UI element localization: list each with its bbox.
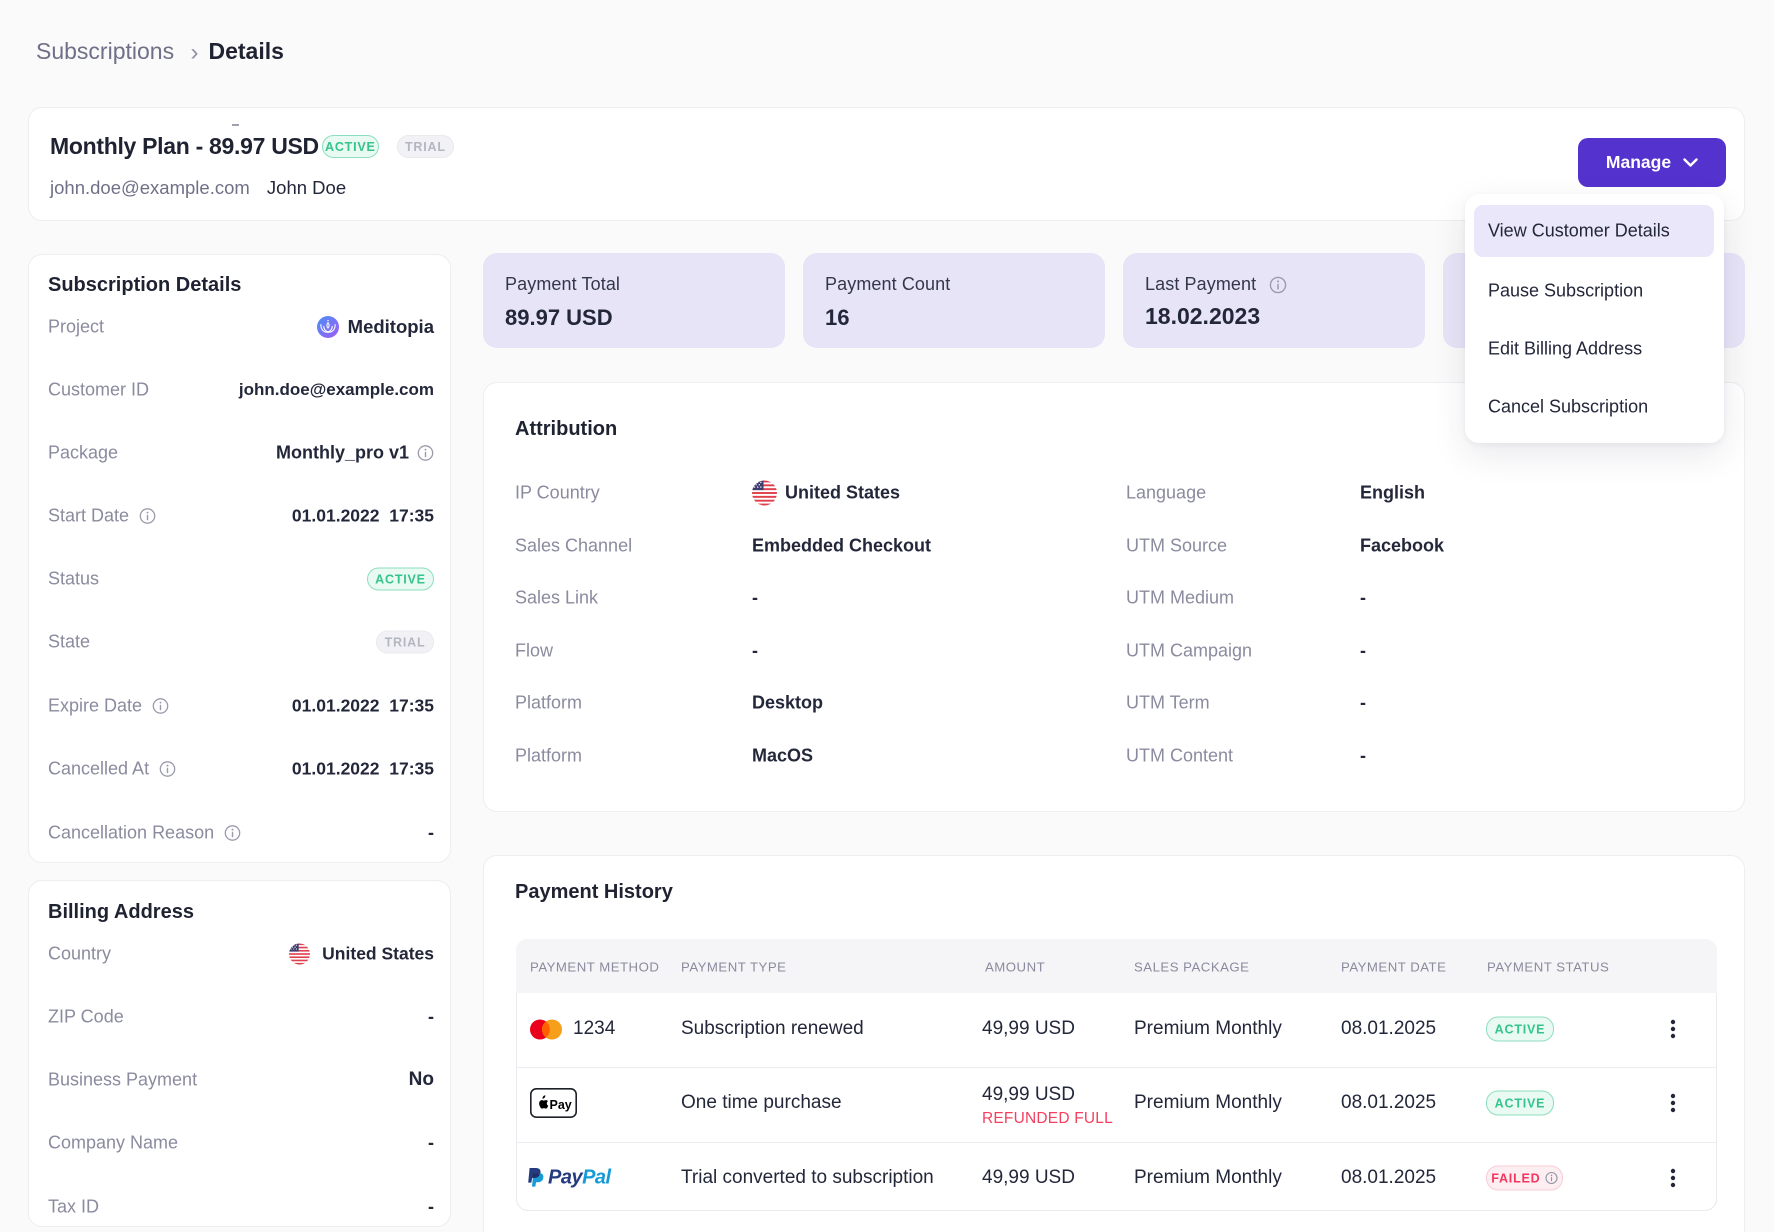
svg-text:Pay: Pay: [550, 1098, 572, 1112]
